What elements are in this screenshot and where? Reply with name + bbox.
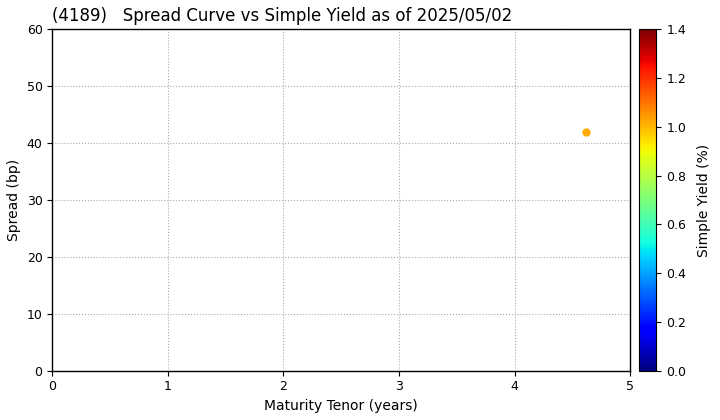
Y-axis label: Spread (bp): Spread (bp) [7, 159, 21, 241]
X-axis label: Maturity Tenor (years): Maturity Tenor (years) [264, 399, 418, 413]
Point [580, 129, 592, 135]
Y-axis label: Simple Yield (%): Simple Yield (%) [697, 144, 711, 257]
Text: (4189)   Spread Curve vs Simple Yield as of 2025/05/02: (4189) Spread Curve vs Simple Yield as o… [53, 7, 513, 25]
